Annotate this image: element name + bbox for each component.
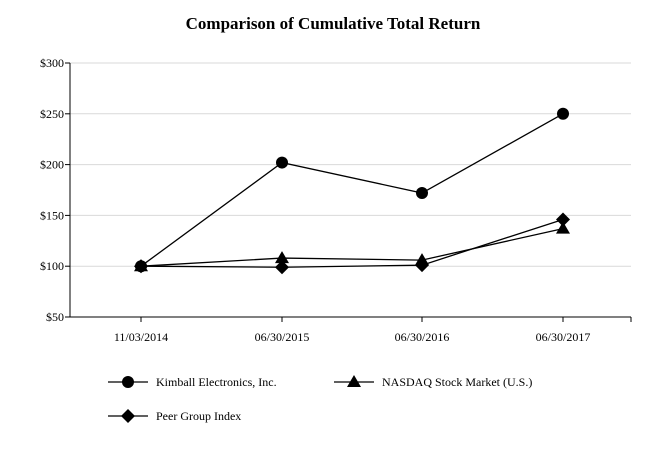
legend-marker xyxy=(121,409,135,423)
y-tick-label: $150 xyxy=(40,208,64,222)
data-point-kimball-electronics-inc xyxy=(557,107,569,120)
data-point-kimball-electronics-inc xyxy=(276,156,288,169)
series-line-nasdaq-stock-market-u-s xyxy=(140,227,564,267)
data-point-nasdaq-stock-market-u-s xyxy=(275,251,289,264)
legend-marker xyxy=(347,375,361,387)
legend-label: Kimball Electronics, Inc. xyxy=(156,375,277,389)
x-tick-label: 06/30/2015 xyxy=(255,330,310,344)
legend-label: NASDAQ Stock Market (U.S.) xyxy=(382,375,532,389)
x-tick-label: 11/03/2014 xyxy=(114,330,168,344)
chart-title: Comparison of Cumulative Total Return xyxy=(185,14,481,33)
y-tick-label: $50 xyxy=(46,310,64,324)
data-point-peer-group-index xyxy=(415,258,429,273)
y-tick-label: $100 xyxy=(40,259,64,273)
legend-label: Peer Group Index xyxy=(156,409,241,423)
series-line-peer-group-index xyxy=(140,218,564,268)
data-point-peer-group-index xyxy=(275,260,289,275)
y-tick-label: $300 xyxy=(40,56,64,70)
legend-marker xyxy=(122,376,134,388)
data-point-peer-group-index xyxy=(134,259,148,274)
data-point-kimball-electronics-inc xyxy=(416,187,428,200)
x-tick-label: 06/30/2016 xyxy=(395,330,450,344)
y-tick-label: $200 xyxy=(40,158,64,172)
series-line-kimball-electronics-inc xyxy=(140,113,564,267)
x-tick-label: 06/30/2017 xyxy=(536,330,591,344)
data-point-peer-group-index xyxy=(556,212,570,227)
y-tick-label: $250 xyxy=(40,107,64,121)
data-point-nasdaq-stock-market-u-s xyxy=(556,221,570,234)
